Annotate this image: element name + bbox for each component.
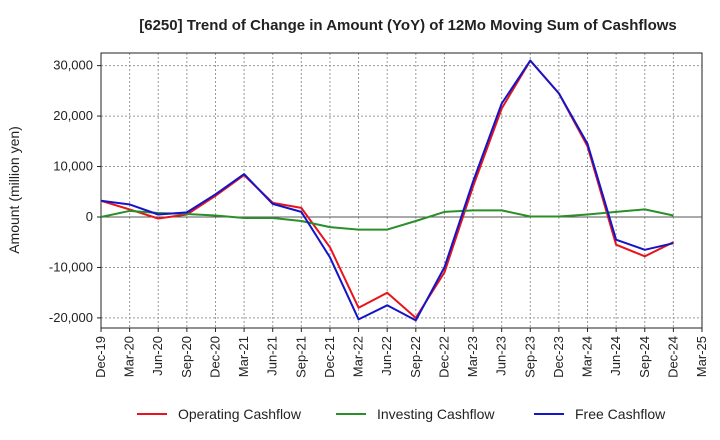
y-axis-label: Amount (million yen)	[6, 126, 22, 254]
investing-cashflow-line	[100, 208, 674, 231]
x-tick-label: Jun-23	[494, 336, 509, 376]
x-tick-label: Dec-19	[93, 336, 108, 378]
x-tick-label: Sep-24	[637, 336, 652, 378]
plot-area-frame	[100, 52, 703, 329]
y-tick-label: 20,000	[53, 108, 93, 123]
x-tick-label: Sep-20	[179, 336, 194, 378]
x-tick-label: Dec-20	[207, 336, 222, 378]
x-tick-label: Mar-20	[122, 336, 137, 377]
x-tick-label: Jun-20	[150, 336, 165, 376]
x-tick-label: Dec-22	[436, 336, 451, 378]
operating-cashflow-legend-label: Operating Cashflow	[178, 406, 302, 422]
y-tick-label: 30,000	[53, 58, 93, 73]
x-tick-label: Sep-22	[408, 336, 423, 378]
free-cashflow-legend-label: Free Cashflow	[575, 406, 666, 422]
x-tick-label: Mar-25	[694, 336, 709, 377]
x-tick-label: Mar-21	[236, 336, 251, 377]
x-tick-label: Dec-24	[665, 336, 680, 378]
x-tick-label: Mar-22	[351, 336, 366, 377]
y-tick-label: 10,000	[53, 159, 93, 174]
x-tick-label: Sep-21	[293, 336, 308, 378]
investing-cashflow-legend-label: Investing Cashflow	[377, 406, 495, 422]
x-tick-label: Jun-22	[379, 336, 394, 376]
y-tick-label: -20,000	[49, 310, 93, 325]
x-tick-label: Dec-23	[551, 336, 566, 378]
x-tick-label: Dec-21	[322, 336, 337, 378]
y-tick-label: 0	[86, 209, 93, 224]
x-tick-label: Mar-23	[465, 336, 480, 377]
x-tick-label: Mar-24	[580, 336, 595, 377]
series-lines	[100, 59, 674, 322]
x-tick-label: Jun-21	[265, 336, 280, 376]
y-tick-label: -10,000	[49, 259, 93, 274]
x-tick-label: Jun-24	[608, 336, 623, 376]
x-tick-label: Sep-23	[522, 336, 537, 378]
chart-title: [6250] Trend of Change in Amount (YoY) o…	[139, 17, 677, 34]
gridlines	[101, 53, 702, 328]
y-axis-ticks: 30,000 20,000 10,000 0 -10,000 -20,000	[49, 58, 101, 325]
free-cashflow-line	[100, 59, 674, 322]
legend: Operating Cashflow Investing Cashflow Free…	[137, 406, 666, 422]
x-axis-ticks: Dec-19 Mar-20 Jun-20 Sep-20 Dec-20 Mar-21 Jun-…	[93, 328, 709, 378]
